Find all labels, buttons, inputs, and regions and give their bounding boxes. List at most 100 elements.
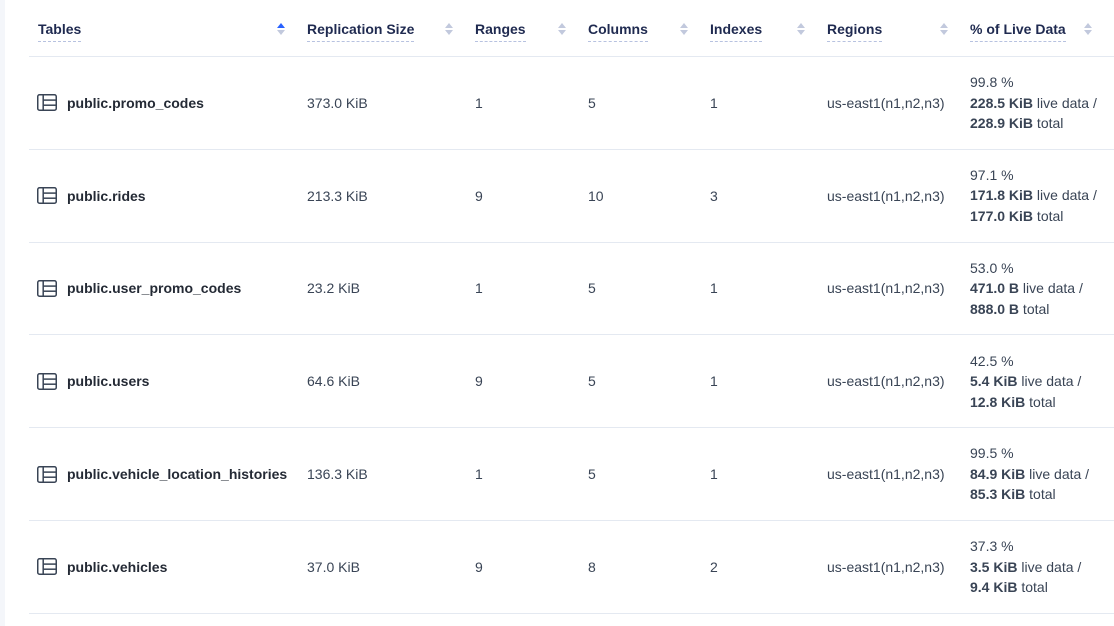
regions-cell: us-east1(n1,n2,n3) bbox=[827, 187, 945, 204]
regions-cell: us-east1(n1,n2,n3) bbox=[827, 94, 945, 111]
total-data-amount: 888.0 B total bbox=[970, 300, 1050, 317]
table-name-cell: public.promo_codes bbox=[29, 94, 307, 112]
column-header-label[interactable]: Columns bbox=[588, 21, 648, 42]
column-header-live-data[interactable]: % of Live Data bbox=[970, 0, 1114, 56]
table-row: public.vehicle_location_histories 136.3 … bbox=[29, 428, 1114, 521]
sort-icon[interactable] bbox=[940, 22, 948, 36]
column-header-label[interactable]: Ranges bbox=[475, 21, 526, 42]
live-data-cell: 99.8 % 228.5 KiB live data / 228.9 KiB t… bbox=[970, 72, 1114, 134]
live-data-cell: 97.1 % 171.8 KiB live data / 177.0 KiB t… bbox=[970, 165, 1114, 227]
sort-icon[interactable] bbox=[1084, 22, 1092, 36]
ranges-cell: 1 bbox=[475, 466, 483, 483]
live-data-amount: 5.4 KiB live data / bbox=[970, 373, 1082, 390]
column-header-label[interactable]: Indexes bbox=[710, 21, 763, 42]
live-data-cell: 42.5 % 5.4 KiB live data / 12.8 KiB tota… bbox=[970, 351, 1114, 413]
table-icon bbox=[37, 558, 57, 576]
replication-size-cell: 373.0 KiB bbox=[307, 94, 368, 111]
sort-icon[interactable] bbox=[680, 22, 688, 36]
table-name-cell: public.users bbox=[29, 372, 307, 390]
total-data-amount: 12.8 KiB total bbox=[970, 393, 1056, 410]
regions-cell: us-east1(n1,n2,n3) bbox=[827, 558, 945, 575]
table-row: public.rides 213.3 KiB 9 10 3 us-east1(n… bbox=[29, 150, 1114, 243]
live-data-percent: 37.3 % bbox=[970, 538, 1014, 555]
live-data-cell: 99.5 % 84.9 KiB live data / 85.3 KiB tot… bbox=[970, 443, 1114, 505]
total-data-amount: 85.3 KiB total bbox=[970, 486, 1056, 503]
replication-size-cell: 37.0 KiB bbox=[307, 558, 360, 575]
table-name-cell: public.user_promo_codes bbox=[29, 279, 307, 297]
indexes-cell: 1 bbox=[710, 94, 718, 111]
indexes-cell: 1 bbox=[710, 466, 718, 483]
table-name-link[interactable]: public.vehicles bbox=[67, 558, 168, 575]
live-data-percent: 99.8 % bbox=[970, 74, 1014, 91]
table-row: public.vehicles 37.0 KiB 9 8 2 us-east1(… bbox=[29, 521, 1114, 614]
table-name-cell: public.vehicles bbox=[29, 558, 307, 576]
replication-size-cell: 136.3 KiB bbox=[307, 466, 368, 483]
live-data-amount: 171.8 KiB live data / bbox=[970, 187, 1097, 204]
indexes-cell: 2 bbox=[710, 558, 718, 575]
column-header-columns[interactable]: Columns bbox=[588, 0, 710, 56]
live-data-percent: 53.0 % bbox=[970, 259, 1014, 276]
page-background-strip bbox=[0, 0, 5, 626]
table-row: public.users 64.6 KiB 9 5 1 us-east1(n1,… bbox=[29, 335, 1114, 429]
regions-cell: us-east1(n1,n2,n3) bbox=[827, 373, 945, 390]
indexes-cell: 1 bbox=[710, 373, 718, 390]
live-data-amount: 84.9 KiB live data / bbox=[970, 465, 1090, 482]
total-data-amount: 9.4 KiB total bbox=[970, 579, 1048, 596]
replication-size-cell: 64.6 KiB bbox=[307, 373, 360, 390]
ranges-cell: 9 bbox=[475, 187, 483, 204]
live-data-percent: 42.5 % bbox=[970, 352, 1014, 369]
column-header-replication-size[interactable]: Replication Size bbox=[307, 0, 475, 56]
table-row: public.promo_codes 373.0 KiB 1 5 1 us-ea… bbox=[29, 57, 1114, 150]
live-data-amount: 3.5 KiB live data / bbox=[970, 558, 1082, 575]
table-row: public.user_promo_codes 23.2 KiB 1 5 1 u… bbox=[29, 243, 1114, 336]
indexes-cell: 3 bbox=[710, 187, 718, 204]
regions-cell: us-east1(n1,n2,n3) bbox=[827, 466, 945, 483]
column-header-regions[interactable]: Regions bbox=[827, 0, 970, 56]
ranges-cell: 9 bbox=[475, 373, 483, 390]
live-data-percent: 99.5 % bbox=[970, 445, 1014, 462]
sort-icon[interactable] bbox=[558, 22, 566, 36]
table-name-cell: public.rides bbox=[29, 187, 307, 205]
columns-cell: 5 bbox=[588, 280, 596, 297]
columns-cell: 8 bbox=[588, 558, 596, 575]
column-header-tables[interactable]: Tables bbox=[29, 0, 307, 56]
sort-icon[interactable] bbox=[445, 22, 453, 36]
table-name-link[interactable]: public.vehicle_location_histories bbox=[67, 466, 288, 483]
total-data-amount: 228.9 KiB total bbox=[970, 115, 1064, 132]
table-icon bbox=[37, 279, 57, 297]
column-header-ranges[interactable]: Ranges bbox=[475, 0, 588, 56]
total-data-amount: 177.0 KiB total bbox=[970, 207, 1064, 224]
ranges-cell: 1 bbox=[475, 94, 483, 111]
sort-icon[interactable] bbox=[277, 22, 285, 36]
live-data-amount: 228.5 KiB live data / bbox=[970, 94, 1097, 111]
live-data-cell: 53.0 % 471.0 B live data / 888.0 B total bbox=[970, 258, 1114, 320]
table-header: Tables Replication Size Ranges Columns I… bbox=[29, 0, 1114, 57]
column-header-label[interactable]: % of Live Data bbox=[970, 21, 1066, 42]
column-header-label[interactable]: Replication Size bbox=[307, 21, 415, 42]
column-header-indexes[interactable]: Indexes bbox=[710, 0, 827, 56]
column-header-label[interactable]: Regions bbox=[827, 21, 883, 42]
replication-size-cell: 23.2 KiB bbox=[307, 280, 360, 297]
live-data-cell: 37.3 % 3.5 KiB live data / 9.4 KiB total bbox=[970, 536, 1114, 598]
tables-list: Tables Replication Size Ranges Columns I… bbox=[5, 0, 1114, 614]
table-icon bbox=[37, 372, 57, 390]
live-data-amount: 471.0 B live data / bbox=[970, 280, 1083, 297]
ranges-cell: 1 bbox=[475, 280, 483, 297]
columns-cell: 10 bbox=[588, 187, 604, 204]
columns-cell: 5 bbox=[588, 373, 596, 390]
table-icon bbox=[37, 187, 57, 205]
indexes-cell: 1 bbox=[710, 280, 718, 297]
table-name-link[interactable]: public.promo_codes bbox=[67, 94, 204, 111]
column-header-label[interactable]: Tables bbox=[38, 21, 82, 42]
table-icon bbox=[37, 94, 57, 112]
live-data-percent: 97.1 % bbox=[970, 166, 1014, 183]
table-icon bbox=[37, 465, 57, 483]
table-name-link[interactable]: public.user_promo_codes bbox=[67, 280, 242, 297]
ranges-cell: 9 bbox=[475, 558, 483, 575]
columns-cell: 5 bbox=[588, 466, 596, 483]
table-name-link[interactable]: public.rides bbox=[67, 187, 146, 204]
columns-cell: 5 bbox=[588, 94, 596, 111]
table-name-link[interactable]: public.users bbox=[67, 373, 150, 390]
sort-icon[interactable] bbox=[797, 22, 805, 36]
regions-cell: us-east1(n1,n2,n3) bbox=[827, 280, 945, 297]
